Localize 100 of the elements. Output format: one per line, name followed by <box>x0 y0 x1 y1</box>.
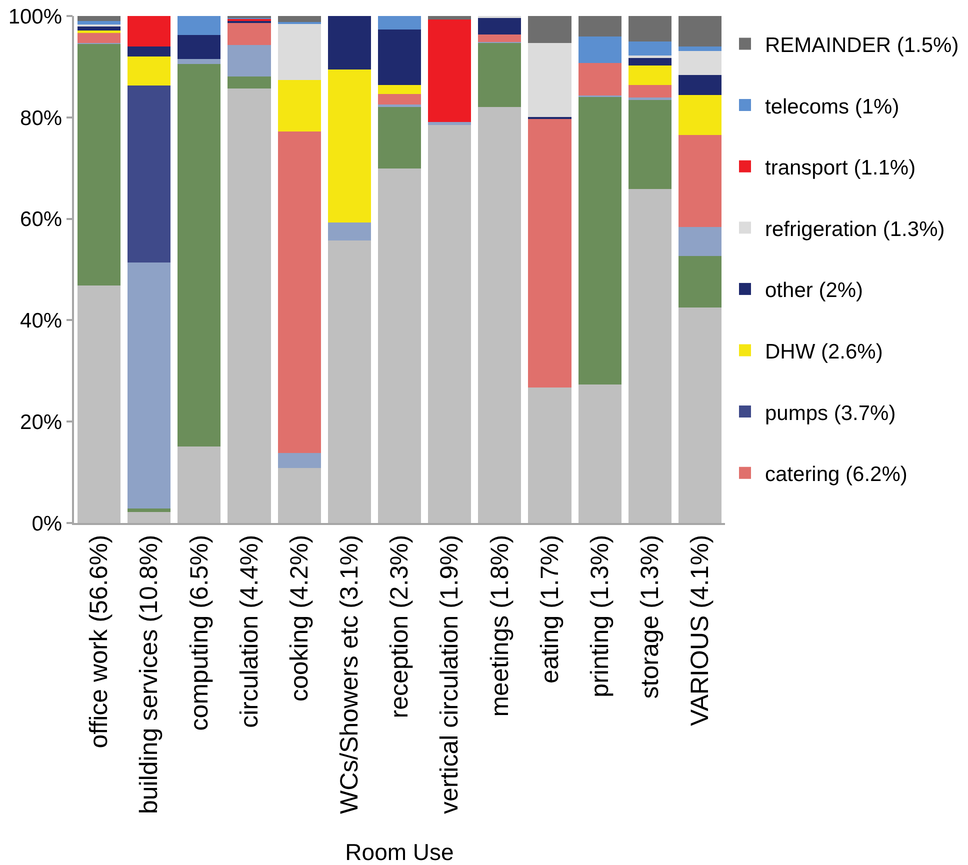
bar <box>628 188 672 523</box>
bar <box>628 58 672 66</box>
bar <box>378 106 422 169</box>
bar <box>478 42 522 107</box>
bar <box>428 20 472 122</box>
bar <box>628 41 672 56</box>
bar <box>678 256 722 308</box>
bar <box>628 56 672 58</box>
y-tick-label: 80% <box>20 106 62 130</box>
bar <box>478 18 522 34</box>
bar <box>528 42 572 117</box>
bar <box>178 34 221 60</box>
x-tick-label: building services (10.8%) <box>135 534 164 814</box>
x-tick-label: meetings (1.8%) <box>486 534 514 717</box>
bar <box>178 16 221 35</box>
bar <box>678 226 722 256</box>
legend-label: refrigeration (1.3%) <box>765 218 945 241</box>
legend-label: REMAINDER (1.5%) <box>765 34 959 57</box>
bar <box>628 66 672 85</box>
bar <box>378 84 422 94</box>
bar <box>328 240 371 523</box>
bar <box>278 132 321 454</box>
bar <box>578 96 622 385</box>
legend-label: DHW (2.6%) <box>765 340 883 364</box>
bar <box>278 80 321 132</box>
y-tick-label: 40% <box>20 310 62 333</box>
x-tick-label: storage (1.3%) <box>636 534 664 699</box>
x-tick-label: WCs/Showers etc (3.1%) <box>336 534 364 814</box>
bar <box>378 168 422 523</box>
y-tick-label: 20% <box>20 410 62 434</box>
bar <box>278 468 321 523</box>
bar <box>628 84 672 98</box>
bar <box>578 36 622 64</box>
bar <box>578 16 622 36</box>
bar <box>678 95 722 136</box>
bar <box>328 16 371 70</box>
x-tick-label: eating (1.7%) <box>536 534 564 684</box>
bar <box>128 46 171 57</box>
bar <box>128 85 171 262</box>
bar <box>328 70 371 222</box>
bar <box>378 94 422 105</box>
bar <box>228 44 271 76</box>
bar <box>128 512 171 523</box>
bar <box>128 56 171 86</box>
bar <box>528 118 572 388</box>
bar <box>78 30 121 34</box>
y-tick-label: 0% <box>32 512 62 536</box>
bar <box>428 122 472 126</box>
bar <box>678 46 722 51</box>
bar <box>78 16 121 22</box>
bar <box>528 388 572 523</box>
bar <box>178 64 221 446</box>
x-tick-label: VARIOUS (4.1%) <box>686 534 714 726</box>
x-tick-label: computing (6.5%) <box>185 534 214 731</box>
x-axis-title: Room Use <box>345 839 454 865</box>
x-tick-label: reception (2.3%) <box>386 534 414 718</box>
bar <box>128 16 171 46</box>
y-tick-label: 60% <box>20 208 62 232</box>
bar <box>428 16 472 20</box>
bar <box>678 50 722 75</box>
bar <box>628 100 672 189</box>
x-tick-label: vertical circulation (1.9%) <box>436 534 464 814</box>
legend-label: transport (1.1%) <box>765 156 916 180</box>
x-tick-label: cooking (4.2%) <box>285 534 314 702</box>
bar <box>228 76 271 88</box>
bar <box>678 308 722 523</box>
legend-label: catering (6.2%) <box>765 463 908 486</box>
y-tick-label: 100% <box>8 5 62 28</box>
bar <box>278 16 321 22</box>
x-tick-label: circulation (4.4%) <box>235 534 264 728</box>
bar <box>228 23 271 45</box>
bar <box>78 44 121 286</box>
legend-label: other (2%) <box>765 279 864 302</box>
bar <box>578 63 622 96</box>
legend-label: telecoms (1%) <box>765 95 900 118</box>
bar <box>378 30 422 85</box>
bar <box>278 453 321 468</box>
bar <box>478 34 522 42</box>
bar <box>328 222 371 241</box>
bar <box>678 16 722 46</box>
bar <box>578 384 622 523</box>
bar <box>528 16 572 43</box>
bar <box>278 24 321 80</box>
bar <box>628 98 672 100</box>
bar <box>378 16 422 30</box>
bar <box>228 88 271 523</box>
x-tick-label: office work (56.6%) <box>85 534 114 748</box>
bar <box>178 59 221 64</box>
legend-label: pumps (3.7%) <box>765 402 896 425</box>
bar <box>428 125 472 523</box>
bar <box>678 74 722 96</box>
bar <box>78 26 121 31</box>
bar <box>628 16 672 42</box>
bar <box>678 135 722 227</box>
bar <box>78 33 121 43</box>
bar <box>78 286 121 523</box>
bar <box>128 262 171 508</box>
bar <box>128 508 171 512</box>
x-tick-label: printing (1.3%) <box>586 534 614 698</box>
bar <box>78 21 121 25</box>
